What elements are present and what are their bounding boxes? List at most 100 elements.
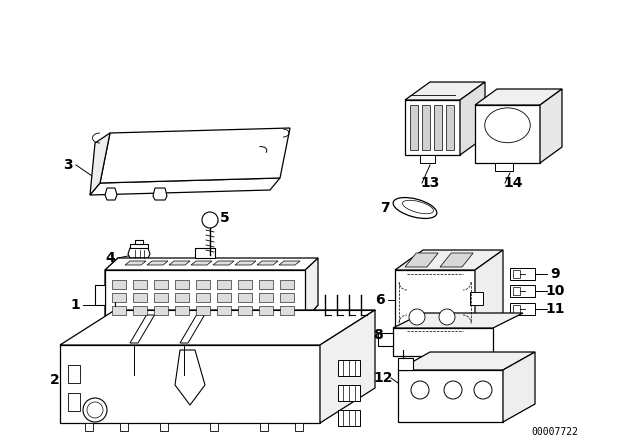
Polygon shape [213, 274, 234, 278]
Polygon shape [513, 270, 520, 278]
Polygon shape [210, 318, 220, 325]
Polygon shape [255, 318, 265, 325]
Bar [175, 306, 189, 315]
Text: 4: 4 [105, 251, 115, 265]
Polygon shape [410, 105, 418, 150]
Polygon shape [105, 188, 117, 200]
Polygon shape [279, 274, 300, 278]
Polygon shape [398, 370, 503, 422]
Polygon shape [147, 261, 168, 265]
Text: 1: 1 [70, 298, 80, 312]
Polygon shape [213, 261, 234, 265]
Polygon shape [68, 393, 80, 411]
Polygon shape [95, 285, 105, 305]
Polygon shape [305, 258, 318, 320]
Ellipse shape [393, 198, 437, 219]
Polygon shape [135, 240, 143, 244]
Polygon shape [460, 82, 485, 155]
Bar [112, 306, 126, 315]
Polygon shape [105, 258, 118, 320]
Polygon shape [169, 274, 190, 278]
Polygon shape [395, 270, 475, 335]
Text: 3: 3 [63, 158, 73, 172]
Ellipse shape [403, 200, 433, 214]
Circle shape [444, 381, 462, 399]
Text: 6: 6 [375, 293, 385, 307]
Bar [133, 293, 147, 302]
Polygon shape [510, 303, 535, 315]
Polygon shape [260, 423, 268, 431]
Polygon shape [405, 253, 438, 267]
Polygon shape [120, 423, 128, 431]
Text: 12: 12 [373, 371, 393, 385]
Bar [133, 280, 147, 289]
Polygon shape [105, 305, 318, 320]
Polygon shape [191, 274, 212, 278]
Polygon shape [446, 105, 454, 150]
Polygon shape [130, 244, 148, 248]
Polygon shape [105, 258, 318, 270]
Polygon shape [475, 105, 540, 163]
Text: 10: 10 [545, 284, 564, 298]
Polygon shape [395, 250, 503, 270]
Text: 9: 9 [550, 267, 560, 281]
Text: 5: 5 [220, 211, 230, 225]
Polygon shape [295, 423, 303, 431]
Polygon shape [338, 360, 360, 376]
Polygon shape [540, 89, 562, 163]
Bar [280, 293, 294, 302]
Polygon shape [513, 305, 520, 313]
Polygon shape [60, 310, 375, 345]
Polygon shape [105, 270, 305, 318]
Polygon shape [440, 253, 473, 267]
Polygon shape [210, 423, 218, 431]
Bar [259, 306, 273, 315]
Polygon shape [398, 352, 535, 370]
Polygon shape [130, 315, 154, 343]
Polygon shape [393, 313, 523, 328]
Bar [112, 280, 126, 289]
Polygon shape [100, 128, 290, 183]
Polygon shape [513, 287, 520, 295]
Polygon shape [90, 178, 280, 195]
Polygon shape [398, 358, 413, 370]
Polygon shape [153, 188, 167, 200]
Circle shape [83, 398, 107, 422]
Bar [259, 293, 273, 302]
Bar [280, 306, 294, 315]
Bar [217, 306, 231, 315]
Bar [238, 306, 252, 315]
Polygon shape [405, 82, 485, 100]
Polygon shape [510, 285, 535, 297]
Polygon shape [85, 423, 93, 431]
Polygon shape [393, 328, 493, 356]
Polygon shape [420, 155, 435, 163]
Polygon shape [147, 274, 168, 278]
Circle shape [439, 309, 455, 325]
Polygon shape [160, 423, 168, 431]
Polygon shape [320, 310, 375, 423]
Polygon shape [235, 274, 256, 278]
Bar [196, 293, 210, 302]
Polygon shape [175, 350, 205, 405]
Bar [238, 293, 252, 302]
Polygon shape [60, 345, 320, 423]
Polygon shape [191, 261, 212, 265]
Text: 2: 2 [50, 373, 60, 387]
Bar [196, 306, 210, 315]
Bar [112, 293, 126, 302]
Bar [238, 280, 252, 289]
Polygon shape [257, 261, 278, 265]
Circle shape [474, 381, 492, 399]
Polygon shape [235, 261, 256, 265]
Polygon shape [378, 333, 393, 346]
Bar [175, 293, 189, 302]
Polygon shape [125, 261, 146, 265]
Polygon shape [503, 352, 535, 422]
Bar [154, 280, 168, 289]
Bar [154, 306, 168, 315]
Polygon shape [434, 105, 442, 150]
Bar [280, 280, 294, 289]
Polygon shape [90, 133, 110, 195]
Polygon shape [169, 261, 190, 265]
